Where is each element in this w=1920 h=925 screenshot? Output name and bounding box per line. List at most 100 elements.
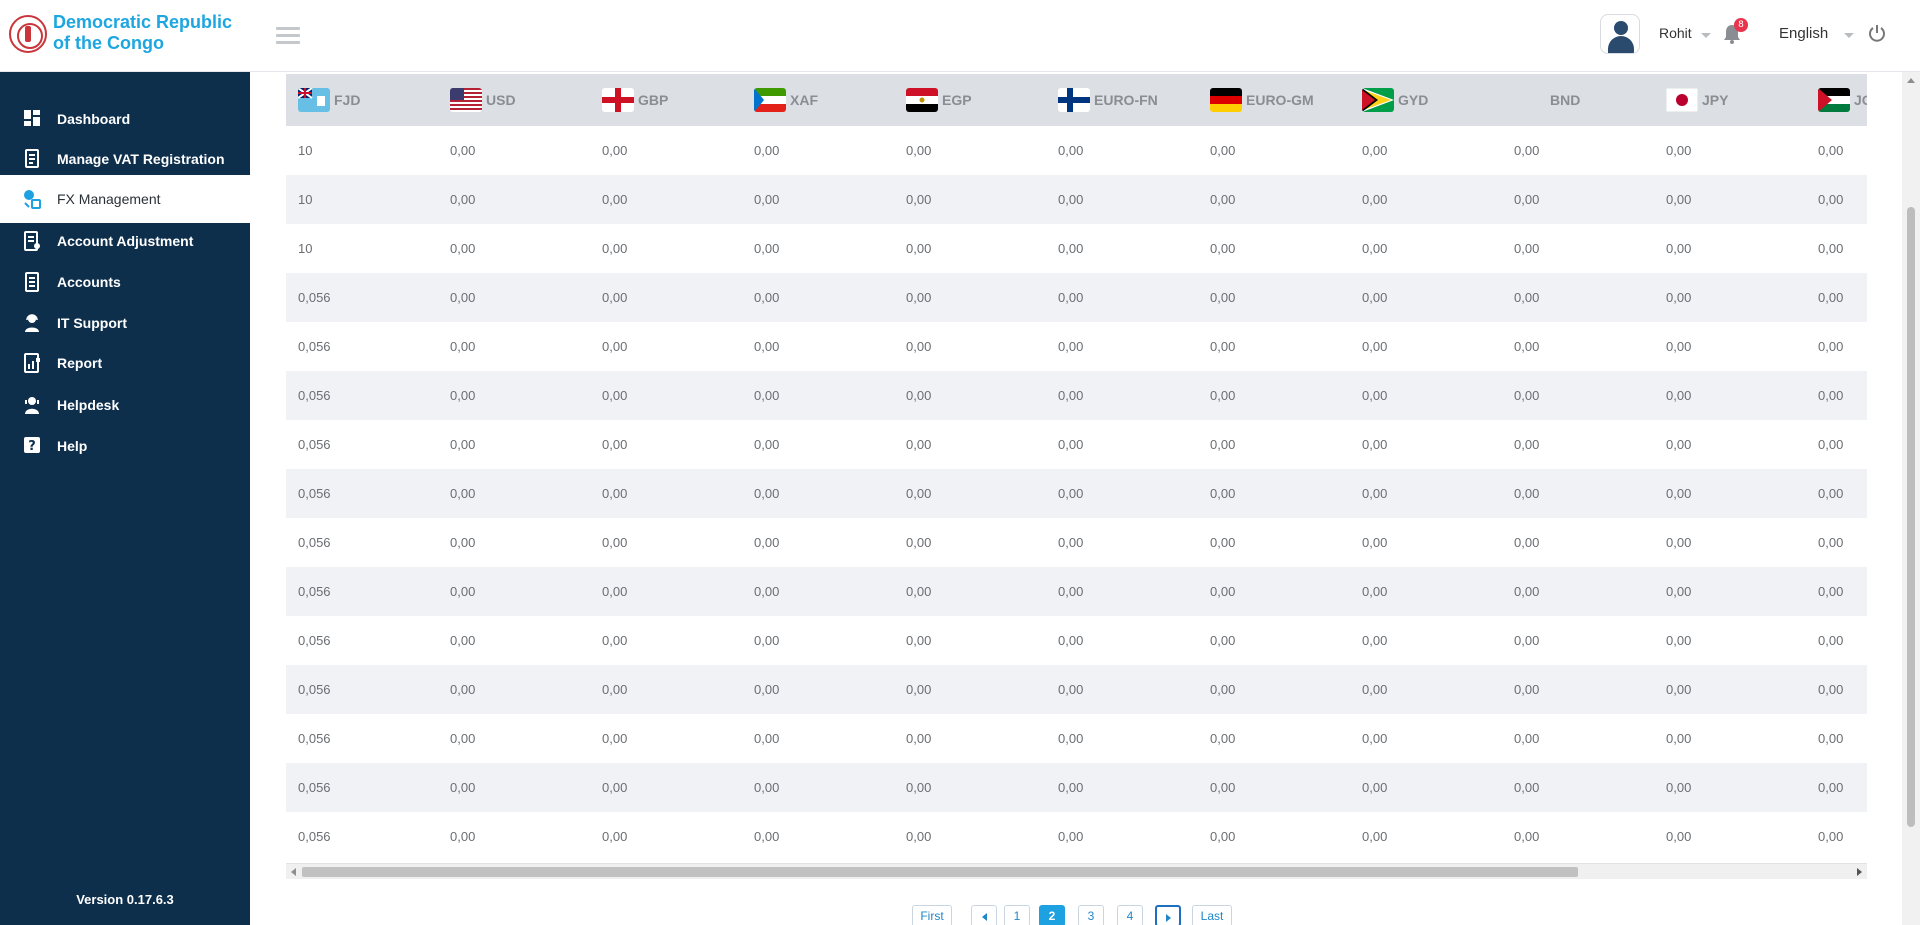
horizontal-scroll-thumb[interactable] [302, 867, 1578, 877]
column-header-gyd[interactable]: GYD [1362, 74, 1514, 126]
column-header-jpy[interactable]: JPY [1666, 74, 1818, 126]
table-cell-jo: 0,00 [1818, 584, 1844, 599]
vertical-scrollbar[interactable] [1902, 72, 1920, 925]
column-header-euro-fn[interactable]: EURO-FN [1058, 74, 1210, 126]
column-header-usd[interactable]: USD [450, 74, 602, 126]
table-cell-gbp: 0,00 [602, 829, 628, 844]
table-cell-xaf: 0,00 [754, 633, 780, 648]
column-header-egp[interactable]: EGP [906, 74, 1058, 126]
sidebar-item-dashboard[interactable]: Dashboard [0, 95, 250, 143]
sidebar-item-accounts[interactable]: Accounts [0, 258, 250, 306]
column-header-gbp[interactable]: GBP [602, 74, 754, 126]
table-cell-usd: 0,00 [450, 780, 476, 795]
page-next-button[interactable] [1155, 905, 1181, 925]
flag-euro-gm-icon [1210, 88, 1242, 112]
flag-xaf-icon [754, 88, 786, 112]
sidebar-item-report[interactable]: Report [0, 339, 250, 387]
table-cell-egp: 0,00 [906, 339, 932, 354]
table-cell-jpy: 0,00 [1666, 731, 1692, 746]
vertical-scroll-thumb[interactable] [1907, 207, 1915, 827]
table-header: FJD USD GBP XAF EGP EURO-FN EURO-GM GYD BND JPY JO [286, 74, 1867, 126]
page-prev-button[interactable] [971, 905, 997, 925]
table-row: 0,056 0,00 0,00 0,00 0,00 0,00 0,00 0,00 0,00 0,0… [286, 469, 1867, 518]
congo-emblem-icon [9, 15, 47, 53]
scroll-left-icon[interactable] [291, 868, 296, 876]
page-3-button[interactable]: 3 [1078, 905, 1104, 925]
page-last-button[interactable]: Last [1192, 905, 1232, 925]
table-cell-jo: 0,00 [1818, 192, 1844, 207]
flag-euro-fn-icon [1058, 88, 1090, 112]
menu-toggle-icon[interactable] [276, 27, 300, 45]
table-cell-euro-fn: 0,00 [1058, 388, 1084, 403]
table-cell-euro-fn: 0,00 [1058, 339, 1084, 354]
table-cell-fjd: 0,056 [298, 339, 331, 354]
page-4-button[interactable]: 4 [1117, 905, 1143, 925]
table-cell-usd: 0,00 [450, 339, 476, 354]
table-cell-usd: 0,00 [450, 731, 476, 746]
table-cell-euro-fn: 0,00 [1058, 633, 1084, 648]
column-header-label: EGP [942, 92, 972, 108]
sidebar-item-label: FX Management [57, 191, 161, 207]
column-header-jo[interactable]: JO [1818, 74, 1867, 126]
table-cell-egp: 0,00 [906, 388, 932, 403]
table-cell-euro-fn: 0,00 [1058, 290, 1084, 305]
table-cell-bnd: 0,00 [1514, 486, 1540, 501]
table-cell-egp: 0,00 [906, 633, 932, 648]
scroll-right-icon[interactable] [1857, 868, 1862, 876]
table-cell-usd: 0,00 [450, 388, 476, 403]
sidebar-item-help[interactable]: ? Help [0, 422, 250, 470]
language-selector[interactable]: English [1779, 25, 1829, 42]
table-cell-bnd: 0,00 [1514, 339, 1540, 354]
table-cell-fjd: 10 [298, 143, 313, 158]
horizontal-scrollbar[interactable] [286, 863, 1867, 879]
user-name[interactable]: Rohit [1659, 25, 1692, 41]
table-cell-gbp: 0,00 [602, 388, 628, 403]
table-cell-gyd: 0,00 [1362, 143, 1388, 158]
table-cell-usd: 0,00 [450, 290, 476, 305]
column-header-fjd[interactable]: FJD [298, 74, 450, 126]
table-cell-euro-gm: 0,00 [1210, 143, 1236, 158]
sidebar-item-manage-vat-registration[interactable]: Manage VAT Registration [0, 135, 250, 183]
table-cell-bnd: 0,00 [1514, 290, 1540, 305]
vat-registration-icon [23, 149, 41, 169]
table-cell-xaf: 0,00 [754, 584, 780, 599]
table-cell-euro-gm: 0,00 [1210, 437, 1236, 452]
sidebar-item-fx-management[interactable]: FX Management [0, 175, 250, 223]
language-chevron-down-icon[interactable] [1844, 33, 1854, 38]
page-1-button[interactable]: 1 [1004, 905, 1030, 925]
page-first-button[interactable]: First [912, 905, 952, 925]
brand-header[interactable]: Democratic Republic of the Congo [0, 0, 250, 72]
table-cell-gbp: 0,00 [602, 633, 628, 648]
table-cell-euro-gm: 0,00 [1210, 780, 1236, 795]
table-row: 10 0,00 0,00 0,00 0,00 0,00 0,00 0,00 0,00 0,00 0,… [286, 224, 1867, 273]
version-label: Version 0.17.6.3 [76, 892, 174, 907]
user-menu-chevron-down-icon[interactable] [1701, 33, 1711, 38]
sidebar-item-helpdesk[interactable]: Helpdesk [0, 381, 250, 429]
column-header-xaf[interactable]: XAF [754, 74, 906, 126]
table-cell-gbp: 0,00 [602, 682, 628, 697]
avatar[interactable] [1600, 14, 1640, 54]
table-cell-fjd: 0,056 [298, 682, 331, 697]
sidebar-item-label: Help [57, 438, 88, 454]
power-icon[interactable] [1868, 24, 1886, 42]
table-cell-euro-fn: 0,00 [1058, 780, 1084, 795]
column-header-bnd[interactable]: BND [1514, 74, 1666, 126]
table-cell-euro-gm: 0,00 [1210, 388, 1236, 403]
column-header-euro-gm[interactable]: EURO-GM [1210, 74, 1362, 126]
page-2-button[interactable]: 2 [1039, 905, 1065, 925]
scroll-up-icon[interactable] [1907, 78, 1915, 83]
table-cell-gbp: 0,00 [602, 143, 628, 158]
table-cell-euro-gm: 0,00 [1210, 682, 1236, 697]
table-cell-euro-fn: 0,00 [1058, 192, 1084, 207]
table-cell-xaf: 0,00 [754, 192, 780, 207]
sidebar-item-it-support[interactable]: IT Support [0, 299, 250, 347]
table-cell-xaf: 0,00 [754, 682, 780, 697]
table-row: 0,056 0,00 0,00 0,00 0,00 0,00 0,00 0,00 0,00 0,0… [286, 420, 1867, 469]
table-row: 0,056 0,00 0,00 0,00 0,00 0,00 0,00 0,00 0,00 0,0… [286, 812, 1867, 861]
sidebar: Democratic Republic of the Congo Dashboa… [0, 0, 250, 925]
table-cell-egp: 0,00 [906, 584, 932, 599]
table-cell-euro-fn: 0,00 [1058, 731, 1084, 746]
table-cell-euro-gm: 0,00 [1210, 290, 1236, 305]
table-cell-jpy: 0,00 [1666, 584, 1692, 599]
sidebar-item-account-adjustment[interactable]: Account Adjustment [0, 217, 250, 265]
